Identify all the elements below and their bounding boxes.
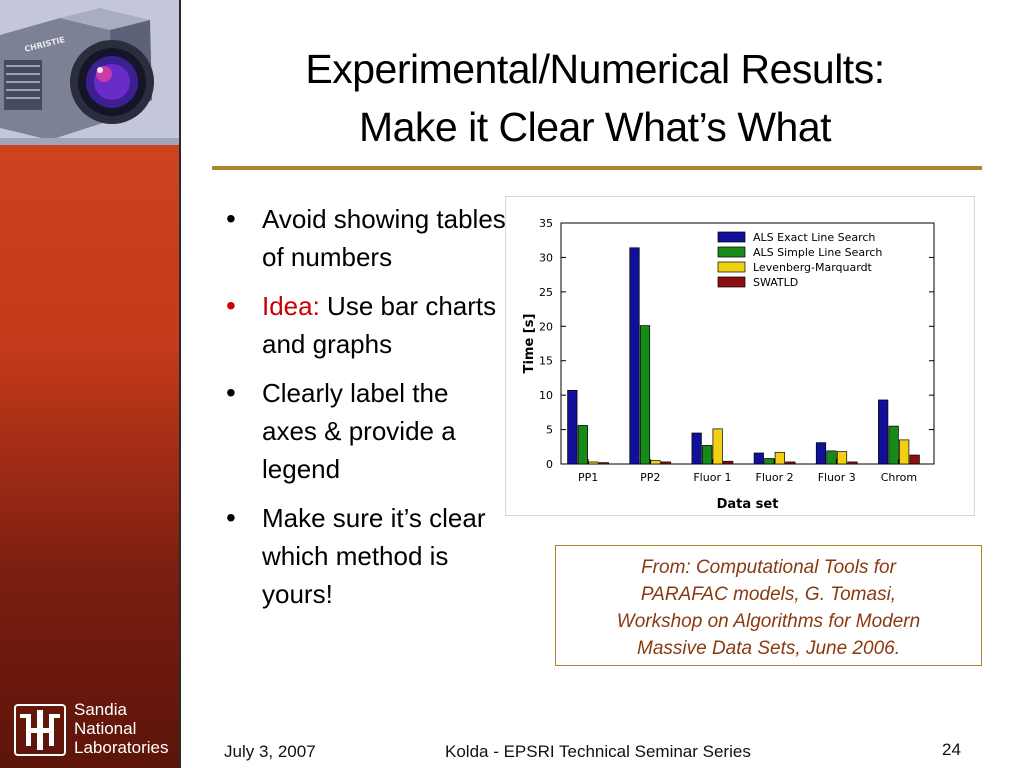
- legend-swatch: [717, 246, 746, 258]
- legend-swatch: [717, 231, 746, 243]
- footer-date: July 3, 2007: [224, 742, 316, 761]
- bar-3: [588, 461, 599, 465]
- bar-2: [826, 450, 837, 465]
- y-tick-label: 15: [539, 355, 553, 368]
- x-axis-label: Data set: [717, 497, 779, 512]
- bar-4: [723, 460, 734, 465]
- bullet-text: Avoid showing tables of numbers: [262, 204, 506, 272]
- bar-4: [660, 461, 672, 465]
- source-line: PARAFAC models, G. Tomasi,: [640, 584, 897, 605]
- sandia-logo: Sandia National Laboratories: [14, 698, 174, 762]
- bar-1: [691, 432, 702, 465]
- source-line: From: Computational Tools for: [641, 557, 896, 578]
- bar-1: [878, 399, 889, 465]
- sidebar-divider: [179, 0, 181, 768]
- bar-4: [847, 461, 858, 465]
- bar-3: [712, 428, 723, 465]
- x-tick-label: Fluor 3: [818, 471, 856, 484]
- bullet-text: Use bar charts and graphs: [262, 291, 497, 359]
- legend-swatch: [717, 261, 746, 273]
- bar-2: [577, 425, 588, 465]
- bar-1: [753, 452, 764, 465]
- source-line: Workshop on Algorithms for Modern: [616, 611, 921, 632]
- x-tick-label: Fluor 1: [693, 471, 731, 484]
- y-tick-label: 0: [546, 458, 553, 471]
- bullet-prefix-idea: Idea:: [262, 291, 320, 321]
- bar-4: [785, 461, 796, 465]
- bar-chart-svg: 0 5 10 15 20 25 30 35 PP1 PP2 Fluor 1 Fluor 2 Fluor …: [522, 217, 935, 512]
- page-number: 24: [942, 740, 961, 759]
- projector-image: CHRISTIE: [0, 0, 181, 145]
- page-title: Experimental/Numerical Results: Make it …: [200, 40, 990, 156]
- legend-label: ALS Simple Line Search: [753, 246, 882, 259]
- legend-label: ALS Exact Line Search: [753, 231, 875, 244]
- sandia-logo-text: Sandia National Laboratories: [74, 700, 169, 757]
- x-tick-label: Chrom: [881, 471, 917, 484]
- logo-line-laboratories: Laboratories: [74, 738, 169, 757]
- x-tick-label: PP2: [640, 471, 660, 484]
- title-line-2: Make it Clear What’s What: [358, 104, 832, 150]
- x-tick-label: Fluor 2: [756, 471, 794, 484]
- sidebar: CHRISTIE Sandia National Laboratories: [0, 0, 181, 768]
- bar-4: [909, 454, 920, 465]
- plot-frame: [560, 222, 935, 465]
- bar-2: [639, 325, 651, 465]
- y-tick-label: 10: [539, 389, 553, 402]
- bar-1: [567, 389, 578, 465]
- title-divider: [212, 166, 982, 170]
- legend-label: SWATLD: [753, 276, 798, 289]
- source-citation-box: From: Computational Tools for PARAFAC mo…: [555, 545, 982, 666]
- bar-3: [650, 460, 661, 465]
- bullet-text: Make sure it’s clear which method is you…: [262, 503, 486, 609]
- y-axis-label: Time [s]: [522, 314, 537, 374]
- bar-chart: 0 5 10 15 20 25 30 35 PP1 PP2 Fluor 1 Fluor 2 Fluor …: [505, 196, 975, 516]
- bar-3: [836, 451, 848, 465]
- y-tick-label: 20: [539, 320, 553, 333]
- bullet-item: Clearly label the axes & provide a legen…: [226, 374, 506, 488]
- bullet-item: Make sure it’s clear which method is you…: [226, 499, 506, 613]
- bar-2: [888, 425, 899, 465]
- bar-2: [702, 445, 713, 465]
- sandia-thunderbird-icon: [14, 704, 66, 756]
- bar-1: [629, 247, 640, 465]
- y-tick-label: 25: [539, 286, 553, 299]
- y-tick-label: 35: [539, 217, 553, 230]
- logo-line-national: National: [74, 719, 137, 738]
- logo-line-sandia: Sandia: [74, 700, 127, 719]
- bullet-item: Idea: Use bar charts and graphs: [226, 287, 506, 363]
- bar-3: [899, 439, 910, 465]
- footer-series-title: Kolda - EPSRI Technical Seminar Series: [445, 742, 751, 761]
- bar-1: [815, 442, 827, 465]
- bar-2: [764, 458, 775, 465]
- legend-label: Levenberg-Marquardt: [753, 261, 873, 274]
- y-tick-label: 5: [546, 424, 553, 437]
- bar-3: [774, 451, 785, 465]
- y-tick-label: 30: [539, 251, 553, 264]
- source-line: Massive Data Sets, June 2006.: [637, 638, 900, 659]
- title-line-1: Experimental/Numerical Results:: [305, 46, 885, 92]
- bullet-list: Avoid showing tables of numbers Idea: Us…: [226, 200, 506, 624]
- bar-4: [598, 462, 609, 465]
- bullet-text: Clearly label the axes & provide a legen…: [262, 378, 456, 484]
- x-tick-label: PP1: [578, 471, 598, 484]
- legend-swatch: [717, 276, 746, 288]
- bullet-item: Avoid showing tables of numbers: [226, 200, 506, 276]
